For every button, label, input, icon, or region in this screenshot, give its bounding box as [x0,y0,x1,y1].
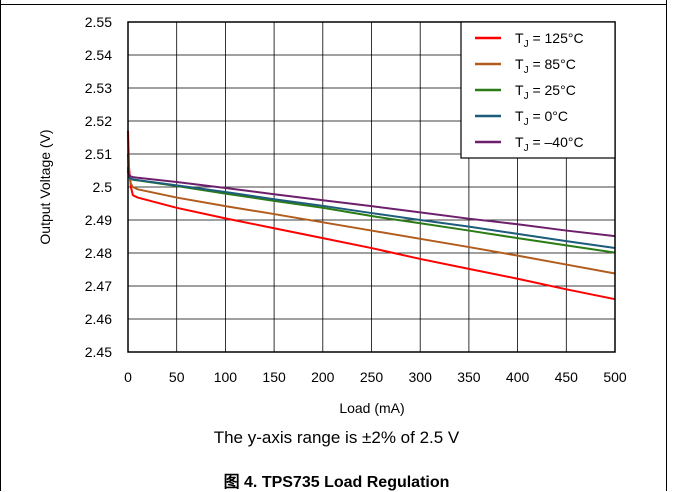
y-tick-label: 2.54 [85,47,112,63]
legend-label: TJ = –40°C [515,134,584,154]
plot-frame [127,21,616,353]
series-line-3 [127,170,616,250]
legend-label: TJ = 25°C [515,82,576,102]
x-tick-label: 0 [124,369,132,385]
series-line-1 [127,153,616,275]
y-tick-label: 2.5 [93,179,113,195]
x-tick-label: 450 [555,369,579,385]
x-tick-label: 100 [214,369,238,385]
figure-caption: 图 4. TPS735 Load Regulation [223,474,450,491]
y-tick-label: 2.49 [85,212,112,228]
x-tick-label: 300 [409,369,433,385]
y-axis-range-note: The y-axis range is ±2% of 2.5 V [213,428,460,447]
series-layer [127,130,616,301]
y-tick-label: 2.55 [85,14,112,30]
x-tick-label: 350 [457,369,481,385]
y-tick-label: 2.48 [85,245,112,261]
y-tick-label: 2.45 [85,344,112,360]
x-tick-labels: 0 50 100 150 200 250 300 350 400 450 500 [124,369,627,385]
x-tick-label: 150 [262,369,286,385]
y-tick-label: 2.47 [85,278,112,294]
x-tick-label: 500 [603,369,627,385]
y-tick-label: 2.52 [85,113,112,129]
legend-label: TJ = 125°C [515,30,584,50]
plot-border [127,21,616,353]
x-tick-label: 200 [311,369,335,385]
x-tick-label: 50 [169,369,185,385]
y-tick-label: 2.51 [85,146,112,162]
x-axis-title: Load (mA) [339,400,404,416]
x-tick-label: 400 [506,369,530,385]
legend-label: TJ = 0°C [515,108,568,128]
legend-label: TJ = 85°C [515,56,576,76]
legend: TJ = 125°C TJ = 85°C TJ = 25°C TJ = 0°C TJ =… [460,21,616,159]
y-axis-title: Output Voltage (V) [37,129,53,244]
y-tick-label: 2.46 [85,311,112,327]
series-line-0 [127,130,616,301]
y-tick-labels: 2.45 2.46 2.47 2.48 2.49 2.5 2.51 2.52 2.53 2.54 2… [85,14,112,360]
y-tick-label: 2.53 [85,80,112,96]
series-line-4 [127,170,616,238]
x-tick-label: 250 [360,369,384,385]
